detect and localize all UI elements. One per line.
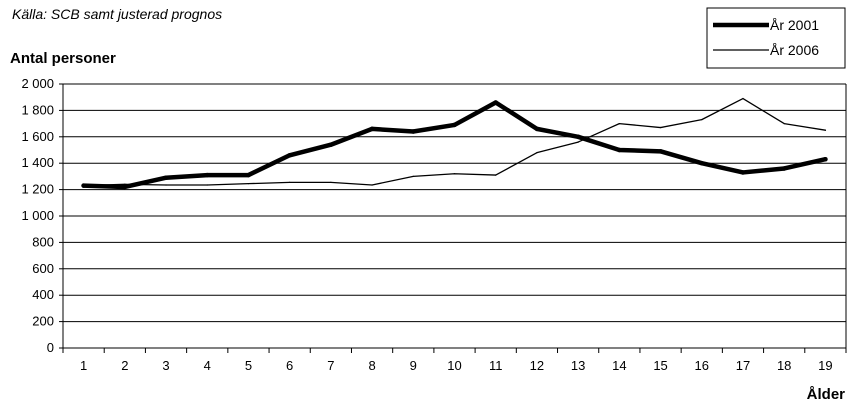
x-tick-label: 3 — [162, 358, 169, 373]
x-tick-label: 16 — [695, 358, 709, 373]
y-tick-label: 0 — [47, 340, 54, 355]
series-line-2 — [82, 97, 827, 187]
data-point-series-1 — [617, 147, 622, 153]
data-point-series-1 — [699, 160, 705, 166]
data-point-series-1 — [575, 134, 581, 140]
y-tick-label: 1 600 — [21, 129, 54, 144]
x-tick-label: 7 — [327, 358, 334, 373]
data-point-series-1 — [781, 166, 787, 171]
y-tick-label: 1 200 — [21, 182, 54, 197]
legend-label-1: År 2001 — [770, 17, 819, 33]
chart-source-note: Källa: SCB samt justerad prognos — [12, 6, 223, 22]
data-point-series-2 — [701, 118, 703, 121]
x-tick-label: 11 — [489, 358, 503, 373]
x-tick-label: 6 — [286, 358, 293, 373]
x-tick-label: 4 — [204, 358, 211, 373]
data-point-series-2 — [659, 126, 662, 129]
data-point-series-2 — [577, 141, 579, 143]
data-point-series-1 — [411, 129, 416, 134]
data-point-series-1 — [122, 184, 128, 190]
data-point-series-2 — [247, 183, 250, 185]
data-point-series-1 — [452, 122, 457, 128]
data-point-series-1 — [204, 172, 210, 178]
data-point-series-2 — [783, 122, 785, 125]
x-tick-label: 18 — [777, 358, 791, 373]
x-tick-label: 2 — [121, 358, 128, 373]
x-tick-label: 10 — [447, 358, 461, 373]
data-point-series-2 — [536, 151, 538, 154]
data-point-series-1 — [493, 100, 498, 105]
y-tick-label: 1 000 — [21, 208, 54, 223]
data-point-series-1 — [163, 175, 169, 180]
data-point-series-2 — [330, 181, 332, 183]
x-tick-label: 1 — [80, 358, 87, 373]
x-tick-label: 5 — [245, 358, 252, 373]
legend-label-2: År 2006 — [770, 42, 819, 58]
x-tick-label: 8 — [368, 358, 375, 373]
y-tick-label: 800 — [32, 234, 54, 249]
y-axis-label: Antal personer — [10, 50, 116, 67]
data-point-series-1 — [287, 153, 292, 158]
data-point-series-1 — [823, 156, 828, 162]
y-tick-label: 1 800 — [21, 102, 54, 117]
y-tick-label: 200 — [32, 314, 54, 329]
data-point-series-2 — [495, 174, 497, 176]
x-tick-label: 17 — [736, 358, 750, 373]
data-point-series-2 — [206, 184, 208, 186]
y-tick-label: 600 — [32, 261, 54, 276]
data-point-series-1 — [740, 170, 746, 175]
data-point-series-2 — [165, 184, 167, 186]
x-tick-label: 13 — [571, 358, 585, 373]
y-tick-label: 2 000 — [21, 76, 54, 91]
x-tick-label: 12 — [530, 358, 544, 373]
x-axis-label: Ålder — [806, 386, 845, 403]
legend-box — [706, 7, 846, 69]
x-tick-label: 9 — [410, 358, 417, 373]
data-point-series-1 — [534, 126, 540, 132]
y-tick-label: 400 — [32, 287, 54, 302]
x-tick-label: 15 — [653, 358, 667, 373]
data-point-series-2 — [124, 183, 126, 185]
data-point-series-2 — [82, 184, 85, 187]
data-point-series-2 — [289, 181, 291, 183]
data-point-series-2 — [371, 184, 373, 186]
data-point-series-1 — [658, 149, 663, 154]
data-point-series-1 — [328, 142, 334, 147]
x-tick-label: 14 — [612, 358, 626, 373]
data-point-series-2 — [412, 175, 414, 178]
y-tick-label: 1 400 — [21, 155, 54, 170]
data-point-series-1 — [246, 172, 251, 178]
x-tick-label: 19 — [818, 358, 832, 373]
data-point-series-2 — [618, 122, 620, 125]
data-point-series-1 — [369, 126, 375, 132]
data-point-series-2 — [824, 129, 827, 131]
data-point-series-2 — [453, 173, 456, 175]
data-point-series-2 — [742, 97, 744, 100]
